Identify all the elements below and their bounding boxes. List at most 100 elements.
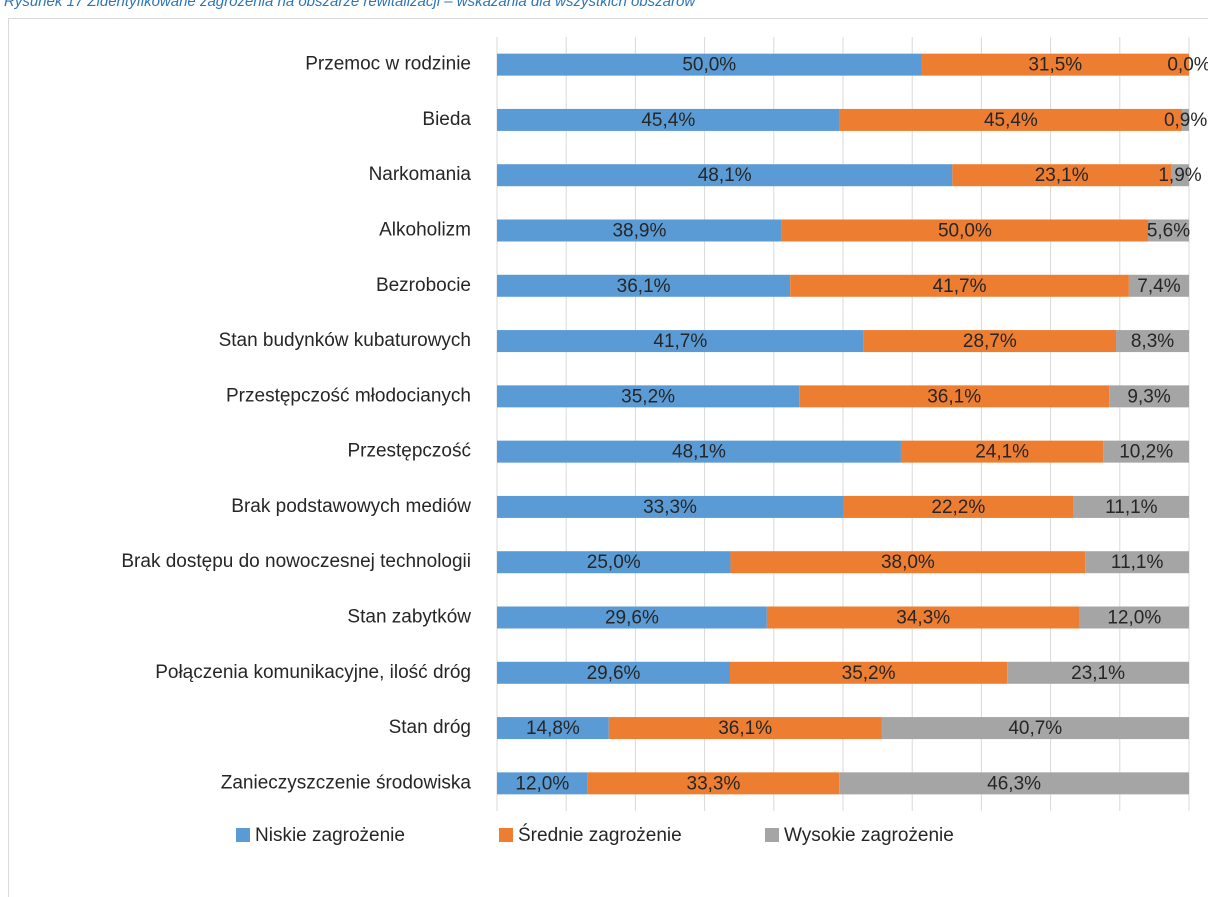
bar-segment (497, 440, 901, 463)
data-label: 40,7% (1008, 718, 1062, 739)
bar-segment (497, 108, 840, 131)
data-label: 29,6% (605, 608, 659, 629)
data-label: 23,1% (1071, 663, 1125, 684)
data-label: 11,1% (1111, 552, 1164, 573)
bar-segment (730, 661, 1008, 684)
bar-segment (863, 330, 1117, 353)
bar-segment (1147, 219, 1189, 242)
category-label: Narkomania (369, 164, 472, 185)
data-label: 48,1% (672, 442, 726, 463)
bar-segment (497, 717, 609, 740)
data-label: 14,8% (526, 718, 580, 739)
category-label: Przestępczość młodocianych (226, 385, 471, 406)
data-label: 7,4% (1137, 276, 1180, 297)
category-label: Połączenia komunikacyjne, ilość dróg (155, 662, 471, 683)
data-label: 9,3% (1127, 386, 1170, 407)
legend-swatch (765, 828, 779, 842)
bar-segment (608, 717, 882, 740)
bar-segment (587, 772, 840, 795)
category-label: Stan zabytków (347, 607, 471, 628)
data-label: 1,9% (1158, 165, 1201, 186)
data-label: 28,7% (963, 331, 1017, 352)
category-label: Brak dostępu do nowoczesnej technologii (121, 551, 471, 572)
bar-segment (497, 495, 843, 518)
data-label: 0,0% (1167, 55, 1208, 76)
data-label: 24,1% (975, 442, 1029, 463)
category-label: Brak podstawowych mediów (231, 496, 471, 517)
bar-segment (1171, 164, 1189, 187)
legend-label: Wysokie zagrożenie (784, 825, 954, 846)
bar-segment (1109, 385, 1189, 408)
bar-segment (497, 274, 791, 297)
category-label: Przemoc w rodzinie (305, 54, 471, 75)
bar-segment (1079, 606, 1189, 629)
bar-segment (1073, 495, 1189, 518)
legend-swatch (499, 828, 513, 842)
bar-segment (1103, 440, 1189, 463)
data-label: 38,0% (881, 552, 935, 573)
bar-segment (1128, 274, 1189, 297)
data-label: 50,0% (682, 55, 736, 76)
data-label: 33,3% (643, 497, 697, 518)
data-label: 25,0% (587, 552, 641, 573)
bar-segment (730, 551, 1086, 574)
category-label: Stan budynków kubaturowych (219, 330, 471, 351)
legend-label: Średnie zagrożenie (518, 824, 682, 846)
category-label: Zanieczyszczenie środowiska (221, 772, 472, 793)
data-label: 41,7% (653, 331, 707, 352)
bar-segment (1182, 108, 1189, 131)
data-label: 35,2% (621, 386, 675, 407)
data-label: 34,3% (896, 608, 950, 629)
category-label: Alkoholizm (379, 220, 471, 241)
data-label: 45,4% (641, 110, 695, 131)
bar-segment (900, 440, 1104, 463)
data-label: 33,3% (687, 773, 741, 794)
bar-segment (799, 385, 1110, 408)
category-label: Przestępczość (347, 441, 471, 462)
data-label: 23,1% (1035, 165, 1089, 186)
data-label: 5,6% (1147, 221, 1190, 242)
data-label: 50,0% (938, 221, 992, 242)
bar-segment (843, 495, 1074, 518)
category-label: Bieda (422, 109, 471, 130)
data-label: 0,9% (1164, 110, 1207, 131)
data-label: 10,2% (1119, 442, 1173, 463)
category-label: Stan dróg (389, 717, 471, 738)
bar-segment (497, 219, 782, 242)
bar-segment (766, 606, 1080, 629)
data-label: 29,6% (587, 663, 641, 684)
bar-segment (497, 772, 588, 795)
legend-label: Niskie zagrożenie (255, 825, 405, 846)
bar-segment (1116, 330, 1189, 353)
bar-segment (497, 661, 731, 684)
bar-segment (497, 606, 767, 629)
bar-segment (881, 717, 1189, 740)
bar-segment (497, 53, 922, 76)
data-label: 8,3% (1131, 331, 1174, 352)
bar-segment (790, 274, 1129, 297)
data-label: 48,1% (698, 165, 752, 186)
bar-segment (497, 164, 953, 187)
data-label: 31,5% (1028, 55, 1082, 76)
chart-title: Rysunek 17 Zidentyfikowane zagrożenia na… (4, 0, 696, 10)
bar-segment (1007, 661, 1189, 684)
data-label: 11,1% (1105, 497, 1158, 518)
data-label: 12,0% (515, 773, 569, 794)
bar-segment (839, 108, 1183, 131)
data-label: 35,2% (842, 663, 896, 684)
data-label: 36,1% (927, 386, 981, 407)
bar-segment (781, 219, 1148, 242)
data-label: 22,2% (931, 497, 985, 518)
data-label: 41,7% (933, 276, 987, 297)
bar-segment (1085, 551, 1189, 574)
data-label: 36,1% (718, 718, 772, 739)
bar-segment (497, 385, 800, 408)
data-label: 38,9% (612, 221, 666, 242)
legend-swatch (236, 828, 250, 842)
bar-segment (497, 330, 864, 353)
bar-segment (921, 53, 1189, 76)
category-label: Bezrobocie (376, 275, 471, 296)
bar-segment (839, 772, 1189, 795)
data-label: 46,3% (987, 773, 1041, 794)
